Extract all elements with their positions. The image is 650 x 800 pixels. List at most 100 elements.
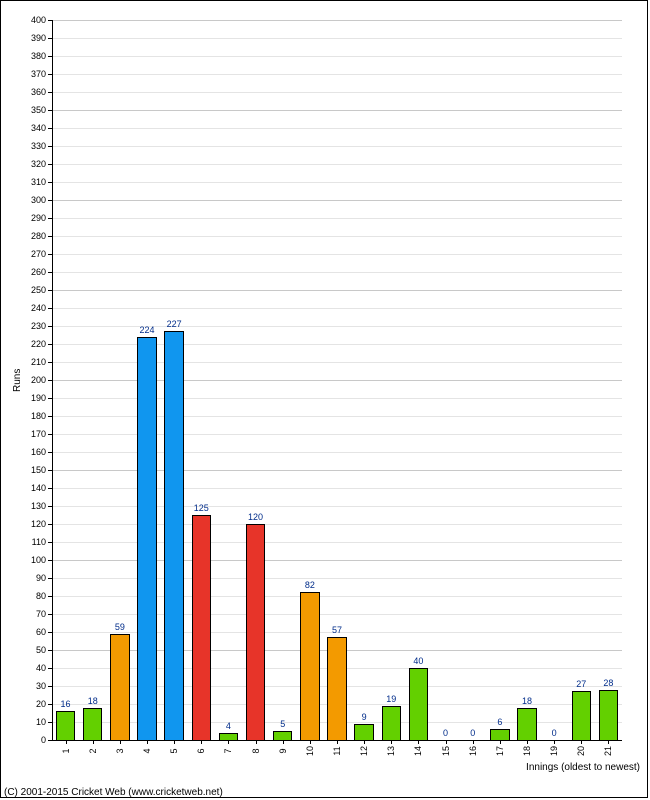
gridline: [52, 272, 622, 273]
y-tick-label: 190: [22, 393, 46, 403]
bar: [300, 592, 320, 740]
x-tick-mark: [283, 740, 284, 744]
bar-value-label: 227: [167, 319, 182, 329]
bar: [246, 524, 266, 740]
y-tick-label: 170: [22, 429, 46, 439]
x-tick-label: 6: [196, 748, 206, 753]
bar: [83, 708, 103, 740]
gridline: [52, 74, 622, 75]
bar-value-label: 59: [115, 622, 125, 632]
x-tick-mark: [147, 740, 148, 744]
y-tick-label: 220: [22, 339, 46, 349]
x-tick-mark: [473, 740, 474, 744]
bar-value-label: 82: [305, 580, 315, 590]
x-tick-mark: [93, 740, 94, 744]
y-tick-label: 80: [22, 591, 46, 601]
gridline: [52, 218, 622, 219]
bar-value-label: 19: [386, 694, 396, 704]
x-tick-label: 16: [468, 746, 478, 756]
y-tick-label: 390: [22, 33, 46, 43]
bar-value-label: 18: [522, 696, 532, 706]
y-tick-label: 100: [22, 555, 46, 565]
bar: [192, 515, 212, 740]
x-tick-mark: [500, 740, 501, 744]
bar-value-label: 120: [248, 512, 263, 522]
y-tick-label: 110: [22, 537, 46, 547]
bar: [164, 331, 184, 740]
bar: [599, 690, 619, 740]
x-tick-label: 4: [142, 748, 152, 753]
gridline: [52, 254, 622, 255]
x-tick-label: 19: [549, 746, 559, 756]
y-tick-label: 210: [22, 357, 46, 367]
y-tick-label: 120: [22, 519, 46, 529]
x-tick-label: 7: [223, 748, 233, 753]
x-tick-mark: [418, 740, 419, 744]
bar: [490, 729, 510, 740]
y-tick-label: 360: [22, 87, 46, 97]
x-tick-label: 21: [603, 746, 613, 756]
gridline: [52, 128, 622, 129]
x-tick-mark: [310, 740, 311, 744]
x-tick-label: 11: [332, 746, 342, 755]
x-tick-mark: [527, 740, 528, 744]
x-axis-label: Innings (oldest to newest): [526, 762, 640, 773]
y-tick-label: 180: [22, 411, 46, 421]
x-tick-mark: [337, 740, 338, 744]
bar-value-label: 125: [194, 503, 209, 513]
x-tick-label: 10: [305, 746, 315, 756]
x-tick-label: 9: [278, 748, 288, 753]
bar-value-label: 57: [332, 625, 342, 635]
y-tick-label: 350: [22, 105, 46, 115]
gridline: [52, 92, 622, 93]
gridline: [52, 56, 622, 57]
plot-area: 161859224227125412058257919400061802728: [52, 20, 622, 740]
y-tick-label: 150: [22, 465, 46, 475]
bar-value-label: 0: [443, 728, 448, 738]
x-tick-label: 13: [386, 746, 396, 756]
y-tick-label: 0: [22, 735, 46, 745]
x-tick-mark: [66, 740, 67, 744]
y-tick-label: 240: [22, 303, 46, 313]
y-tick-label: 400: [22, 15, 46, 25]
gridline: [52, 182, 622, 183]
x-tick-label: 2: [88, 748, 98, 753]
x-tick-label: 17: [495, 746, 505, 756]
bar-value-label: 224: [139, 325, 154, 335]
y-tick-label: 90: [22, 573, 46, 583]
y-tick-label: 60: [22, 627, 46, 637]
x-tick-mark: [364, 740, 365, 744]
bar: [572, 691, 592, 740]
y-tick-label: 140: [22, 483, 46, 493]
x-tick-mark: [174, 740, 175, 744]
gridline: [52, 38, 622, 39]
bar: [273, 731, 293, 740]
bar-value-label: 9: [362, 712, 367, 722]
bar-value-label: 16: [61, 699, 71, 709]
y-tick-label: 160: [22, 447, 46, 457]
bar-value-label: 0: [470, 728, 475, 738]
x-tick-mark: [554, 740, 555, 744]
y-tick-label: 330: [22, 141, 46, 151]
bar: [517, 708, 537, 740]
y-tick-label: 340: [22, 123, 46, 133]
bar: [110, 634, 130, 740]
y-tick-label: 290: [22, 213, 46, 223]
y-tick-label: 200: [22, 375, 46, 385]
x-tick-label: 18: [522, 746, 532, 756]
x-tick-mark: [256, 740, 257, 744]
bar: [219, 733, 239, 740]
x-tick-label: 15: [441, 746, 451, 756]
y-tick-label: 310: [22, 177, 46, 187]
gridline: [52, 200, 622, 201]
x-tick-label: 12: [359, 746, 369, 756]
y-tick-label: 30: [22, 681, 46, 691]
x-tick-label: 1: [61, 748, 71, 753]
x-tick-label: 20: [576, 746, 586, 756]
y-tick-label: 280: [22, 231, 46, 241]
x-tick-mark: [391, 740, 392, 744]
x-tick-label: 14: [413, 746, 423, 756]
y-tick-label: 70: [22, 609, 46, 619]
bar-value-label: 4: [226, 721, 231, 731]
y-tick-label: 230: [22, 321, 46, 331]
